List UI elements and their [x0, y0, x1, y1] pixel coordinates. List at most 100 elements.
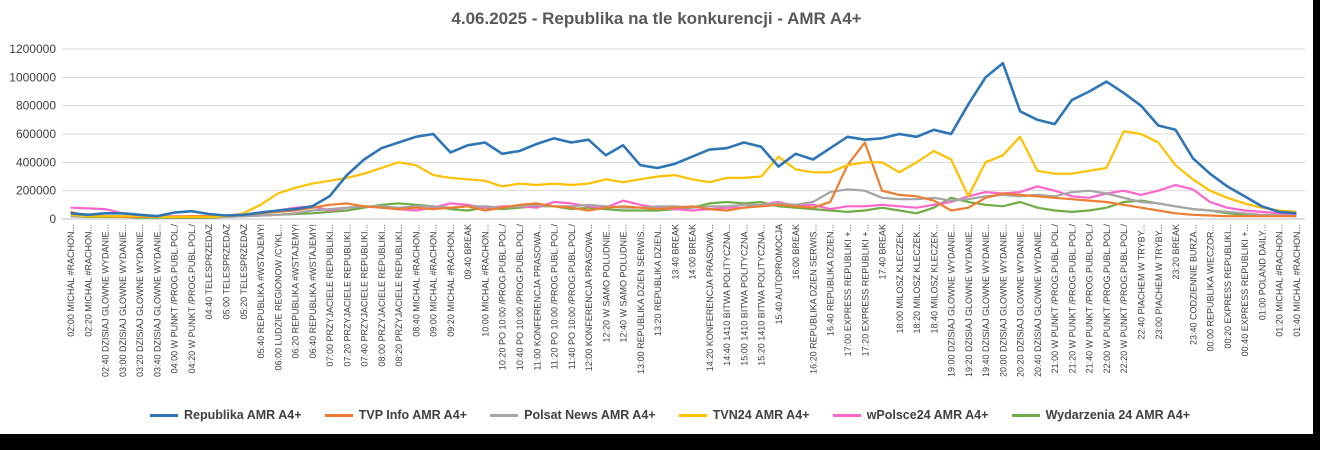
x-tick-label: 16:20 REPUBLIKA DZIEN SERWIS...: [808, 224, 818, 374]
x-tick-label: 09:40 BREAK: [463, 224, 473, 280]
x-tick-label: 20:20 DZISIAJ GLOWNE WYDANIE...: [1016, 224, 1026, 377]
series-line-republika-amr-a4: [70, 61, 1297, 218]
x-tick-label: 19:20 DZISIAJ GLOWNE WYDANIE...: [964, 224, 974, 377]
x-tick-label: 19:00 DZISIAJ GLOWNE WYDANIE...: [947, 224, 957, 377]
x-tick-label: 11:00 KONFERENCJA PRASOWA...: [532, 224, 542, 371]
legend-item: Polsat News AMR A4+: [490, 408, 656, 422]
line-chart: 0 200000 400000 600000 800000 1000000 1200000 0…: [9, 42, 1305, 377]
x-tick-label: 13:00 REPUBLIKA DZIEN SERWIS...: [636, 224, 646, 374]
series-line-wpolsce24-amr-a4: [70, 183, 1297, 218]
x-tick-label: 02:40 DZISIAJ GLOWNE WYDANIE...: [101, 224, 111, 377]
x-tick-label: 04:20 W PUNKT /PROG.PUBL.POL./: [187, 224, 197, 374]
x-tick-label: 10:20 PO 10:00 /PROG.PUBL.POL./: [498, 224, 508, 371]
legend-swatch: [678, 413, 707, 417]
x-tick-label: 17:20 EXPRESS REPUBLIKI +...: [860, 224, 870, 356]
x-tick-label: 03:00 DZISIAJ GLOWNE WYDANIE...: [118, 224, 128, 377]
x-tick-label: 03:20 DZISIAJ GLOWNE WYDANIE...: [135, 224, 145, 377]
x-tick-label: 11:20 PO 10:00 /PROG.PUBL.POL./: [550, 224, 560, 370]
legend-label: Republika AMR A4+: [184, 408, 302, 422]
x-tick-label: 21:00 W PUNKT /PROG.PUBL.POL./: [1050, 224, 1060, 374]
chart-title: 4.06.2025 - Republika na tle konkurencji…: [451, 9, 862, 28]
x-tick-label: 05:20 TELESPRZEDAZ: [239, 223, 249, 319]
x-tick-label: 01:40 MICHAL #RACHON...: [1292, 224, 1302, 337]
x-tick-label: 06:40 REPUBLIKA #WSTAJEMY!: [308, 224, 318, 358]
x-tick-label: 10:40 PO 10:00 /PROG.PUBL.POL./: [515, 224, 525, 371]
x-tick-label: 15:20 1410 BITWA POLITYCZNA...: [757, 224, 767, 366]
x-tick-label: 00:40 EXPRESS REPUBLIKI +...: [1240, 224, 1250, 356]
x-tick-label: 06:00 LUDZIE REGIONOW /CYKL...: [273, 224, 283, 371]
x-tick-label: 12:40 W SAMO POLUDNIE...: [619, 224, 629, 343]
legend-item: wPolsce24 AMR A4+: [832, 408, 989, 422]
chart-area: 4.06.2025 - Republika na tle konkurencji…: [0, 0, 1313, 434]
series-line-tvn24-amr-a4: [70, 130, 1297, 218]
y-tick-label: 400000: [16, 155, 56, 169]
y-tick-label: 1200000: [9, 42, 56, 56]
x-tick-label: 04:00 W PUNKT /PROG.PUBL.POL./: [170, 224, 180, 374]
x-tick-label: 07:20 PRZYJACIELE REPUBLIKI...: [342, 224, 352, 367]
y-tick-label: 1000000: [9, 70, 56, 84]
legend-swatch: [490, 413, 519, 417]
x-tick-label: 17:00 EXPRESS REPUBLIKI +...: [843, 224, 853, 356]
x-tick-label: 14:40 1410 BITWA POLITYCZNA...: [722, 224, 732, 366]
x-tick-label: 02:20 MICHAL #RACHON...: [83, 224, 93, 337]
y-tick-label: 800000: [16, 99, 56, 113]
x-tick-label: 03:40 DZISIAJ GLOWNE WYDANIE...: [152, 224, 162, 377]
x-tick-label: 13:20 REPUBLIKA DZIEN...: [653, 224, 663, 336]
x-tick-label: 16:00 BREAK: [791, 224, 801, 280]
x-tick-label: 01:00 POLAND DAILY...: [1257, 224, 1267, 320]
legend-swatch: [1011, 413, 1040, 417]
x-tick-label: 23:00 PIACHEM W TRYBY...: [1154, 224, 1164, 340]
x-tick-label: 18:00 MILOSZ KLECZEK...: [895, 224, 905, 334]
legend: Republika AMR A4+ TVP Info AMR A4+ Polsat …: [150, 408, 1190, 422]
legend-label: TVN24 AMR A4+: [712, 408, 810, 422]
x-tick-label: 07:40 PRZYJACIELE REPUBLIKI...: [360, 224, 370, 367]
x-tick-label: 19:40 DZISIAJ GLOWNE WYDANIE...: [981, 224, 991, 377]
y-tick-label: 200000: [16, 184, 56, 198]
x-tick-label: 16:40 REPUBLIKA DZIEN...: [826, 224, 836, 336]
x-tick-label: 18:40 MILOSZ KLECZEK...: [929, 224, 939, 334]
legend-label: Polsat News AMR A4+: [524, 408, 656, 422]
x-tick-label: 23:20 BREAK: [1171, 224, 1181, 280]
x-tick-label: 18:20 MILOSZ KLECZEK...: [912, 224, 922, 334]
x-tick-label: 21:40 W PUNKT /PROG.PUBL.POL./: [1085, 224, 1095, 374]
x-tick-label: 14:00 BREAK: [688, 224, 698, 280]
legend-label: wPolsce24 AMR A4+: [866, 408, 989, 422]
x-tick-label: 22:40 PIACHEM W TRYBY...: [1136, 224, 1146, 340]
x-tick-label: 22:00 W PUNKT /PROG.PUBL.POL./: [1102, 224, 1112, 374]
x-tick-label: 02:00 MICHAL #RACHON...: [66, 224, 76, 337]
x-tick-label: 00:20 EXPRESS REPUBLIKI...: [1223, 224, 1233, 349]
x-tick-label: 13:40 BREAK: [670, 224, 680, 280]
x-tick-label: 09:00 MICHAL #RACHON...: [429, 224, 439, 337]
legend-swatch: [150, 413, 178, 417]
x-tick-label: 09:20 MICHAL #RACHON...: [446, 224, 456, 337]
x-tick-label: 05:40 REPUBLIKA #WSTAJEMY!: [256, 224, 266, 358]
legend-item: TVP Info AMR A4+: [324, 408, 467, 422]
x-tick-label: 14:20 KONFERENCJA PRASOWA...: [705, 224, 715, 371]
x-tick-label: 20:00 DZISIAJ GLOWNE WYDANIE...: [998, 224, 1008, 377]
x-tick-label: 00:00 REPUBLIKA WIECZOR...: [1206, 224, 1216, 352]
x-tick-label: 08:00 PRZYJACIELE REPUBLIKI...: [377, 224, 387, 367]
x-tick-label: 23:40 CODZIENNIE BURZA...: [1188, 224, 1198, 345]
x-tick-label: 22:20 W PUNKT /PROG.PUBL.POL./: [1119, 224, 1129, 374]
legend-item: TVN24 AMR A4+: [678, 408, 810, 422]
legend-swatch: [324, 413, 353, 417]
legend-swatch: [832, 413, 861, 417]
x-tick-label: 20:40 DZISIAJ GLOWNE WYDANIE...: [1033, 224, 1043, 377]
legend-label: TVP Info AMR A4+: [358, 408, 467, 422]
x-tick-label: 07:00 PRZYJACIELE REPUBLIKI...: [325, 224, 335, 367]
x-tick-label: 15:40 AUTOPROMOCJA: [774, 224, 784, 324]
x-tick-label: 05:00 TELESPRZEDAZ: [222, 223, 232, 319]
x-tick-label: 17:40 BREAK: [878, 224, 888, 280]
legend-item: Wydarzenia 24 AMR A4+: [1011, 408, 1190, 422]
legend-label: Wydarzenia 24 AMR A4+: [1045, 408, 1190, 422]
x-tick-label: 01:20 MICHAL #RACHON...: [1275, 224, 1285, 337]
legend-item: Republika AMR A4+: [150, 408, 302, 422]
x-tick-label: 08:40 MICHAL #RACHON...: [411, 224, 421, 337]
y-tick-label: 0: [49, 212, 56, 226]
x-tick-label: 11:40 PO 10:00 /PROG.PUBL.POL./: [567, 224, 577, 370]
y-tick-label: 600000: [16, 127, 56, 141]
x-tick-label: 21:20 W PUNKT /PROG.PUBL.POL./: [1067, 224, 1077, 374]
x-tick-label: 08:20 PRZYJACIELE REPUBLIKI...: [394, 224, 404, 367]
x-tick-label: 15:00 1410 BITWA POLITYCZNA...: [739, 224, 749, 366]
x-tick-label: 10:00 MICHAL #RACHON...: [480, 224, 490, 337]
